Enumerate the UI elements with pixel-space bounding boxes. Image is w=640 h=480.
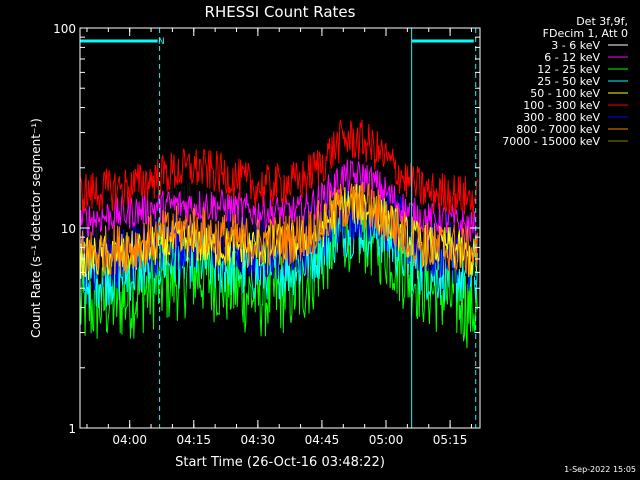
series-line bbox=[79, 159, 478, 246]
x-axis-label: Start Time (26-Oct-16 03:48:22) bbox=[175, 455, 385, 470]
axis-layer: 04:00 04:15 04:30 04:45 05:00 05:15 1 10 100 bbox=[53, 22, 480, 447]
annotation-n: N bbox=[158, 37, 165, 47]
legend-label: 7000 - 15000 keV bbox=[502, 135, 600, 148]
legend-label: 3 - 6 keV bbox=[551, 39, 600, 52]
y-tick-label: 1 bbox=[68, 422, 76, 436]
legend-label: 12 - 25 keV bbox=[537, 63, 600, 76]
x-tick-label: 05:15 bbox=[433, 433, 468, 447]
x-tick-label: 04:00 bbox=[112, 433, 147, 447]
x-tick-label: 04:15 bbox=[176, 433, 211, 447]
chart-title: RHESSI Count Rates bbox=[205, 3, 356, 21]
legend-label: 800 - 7000 keV bbox=[516, 123, 600, 136]
legend-label: 25 - 50 keV bbox=[537, 75, 600, 88]
legend-label: 100 - 300 keV bbox=[523, 99, 600, 112]
series-line bbox=[79, 119, 478, 219]
x-tick-label: 04:45 bbox=[305, 433, 340, 447]
y-tick-label: 10 bbox=[61, 222, 76, 236]
legend-header: FDecim 1, Att 0 bbox=[543, 27, 628, 40]
series-line bbox=[79, 181, 478, 277]
x-tick-label: 04:30 bbox=[241, 433, 276, 447]
legend-label: 300 - 800 keV bbox=[523, 111, 600, 124]
legend-label: 6 - 12 keV bbox=[544, 51, 600, 64]
legend-header: Det 3f,9f, bbox=[576, 15, 628, 28]
x-tick-label: 05:00 bbox=[369, 433, 404, 447]
footer-timestamp: 1-Sep-2022 15:05 bbox=[564, 465, 636, 474]
y-tick-label: 100 bbox=[53, 22, 76, 36]
y-axis-label: Count Rate (s⁻¹ detector segment⁻¹) bbox=[29, 118, 43, 338]
legend-label: 50 - 100 keV bbox=[530, 87, 600, 100]
